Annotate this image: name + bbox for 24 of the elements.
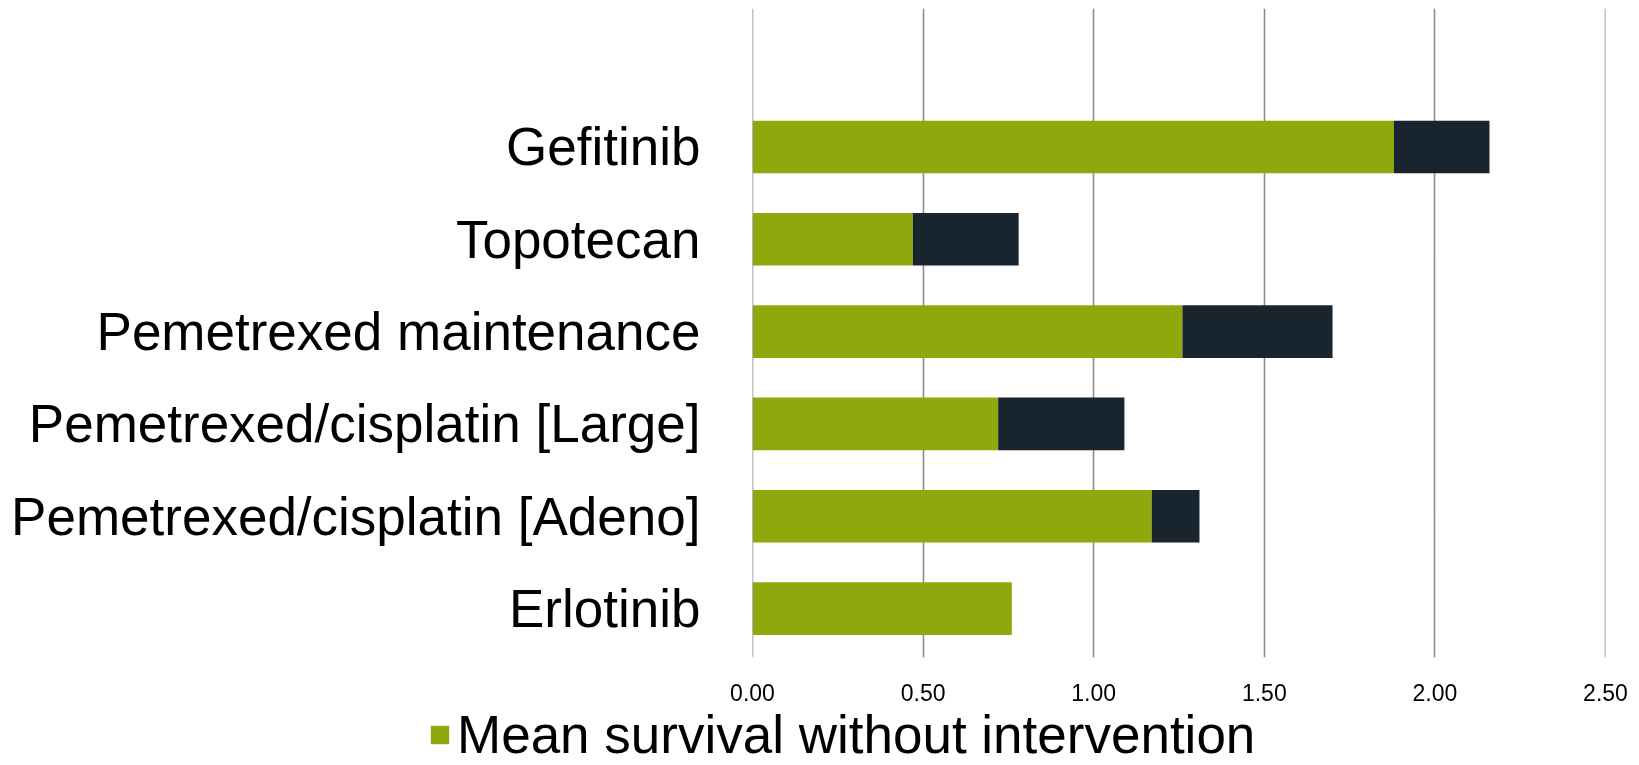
legend-label: Mean survival without intervention [457, 704, 1256, 765]
bar [752, 305, 1183, 358]
y-tick-label: Erlotinib [509, 579, 701, 639]
bar [752, 120, 1394, 174]
y-tick-label: Pemetrexed/cisplatin [Adeno] [11, 486, 701, 546]
bar [752, 397, 999, 451]
x-tick-label: 2.00 [1412, 679, 1458, 706]
bar [1151, 489, 1200, 543]
x-tick-label: 0.00 [730, 679, 775, 706]
bar [1182, 305, 1333, 358]
y-tick-label: Topotecan [455, 209, 701, 269]
x-tick-label: 1.00 [1071, 679, 1117, 706]
y-tick-label: Gefitinib [506, 117, 701, 177]
y-tick-label: Pemetrexed maintenance [96, 302, 701, 362]
bar [912, 212, 1019, 266]
x-tick-label: 1.50 [1241, 679, 1287, 706]
bar [752, 212, 913, 266]
bar [1393, 120, 1490, 174]
bar [998, 397, 1125, 451]
x-tick-label: 2.50 [1583, 679, 1628, 706]
bar [752, 582, 1012, 635]
y-tick-label: Pemetrexed/cisplatin [Large] [28, 394, 701, 454]
bar [752, 489, 1152, 543]
x-tick-label: 0.50 [900, 679, 946, 706]
